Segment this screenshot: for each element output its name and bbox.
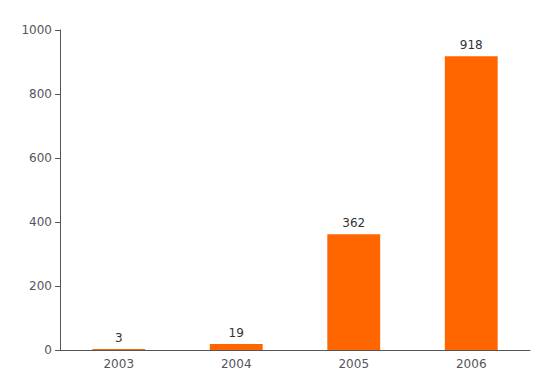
svg-text:200: 200: [29, 279, 52, 293]
svg-text:0: 0: [44, 343, 52, 357]
svg-text:2005: 2005: [338, 357, 369, 371]
svg-text:2006: 2006: [456, 357, 487, 371]
svg-text:400: 400: [29, 215, 52, 229]
svg-text:800: 800: [29, 87, 52, 101]
svg-text:3: 3: [115, 331, 123, 345]
svg-text:2003: 2003: [103, 357, 134, 371]
svg-text:2004: 2004: [221, 357, 252, 371]
svg-text:19: 19: [229, 326, 244, 340]
svg-text:918: 918: [460, 38, 483, 52]
svg-text:362: 362: [342, 216, 365, 230]
svg-text:1000: 1000: [21, 23, 52, 37]
svg-text:600: 600: [29, 151, 52, 165]
